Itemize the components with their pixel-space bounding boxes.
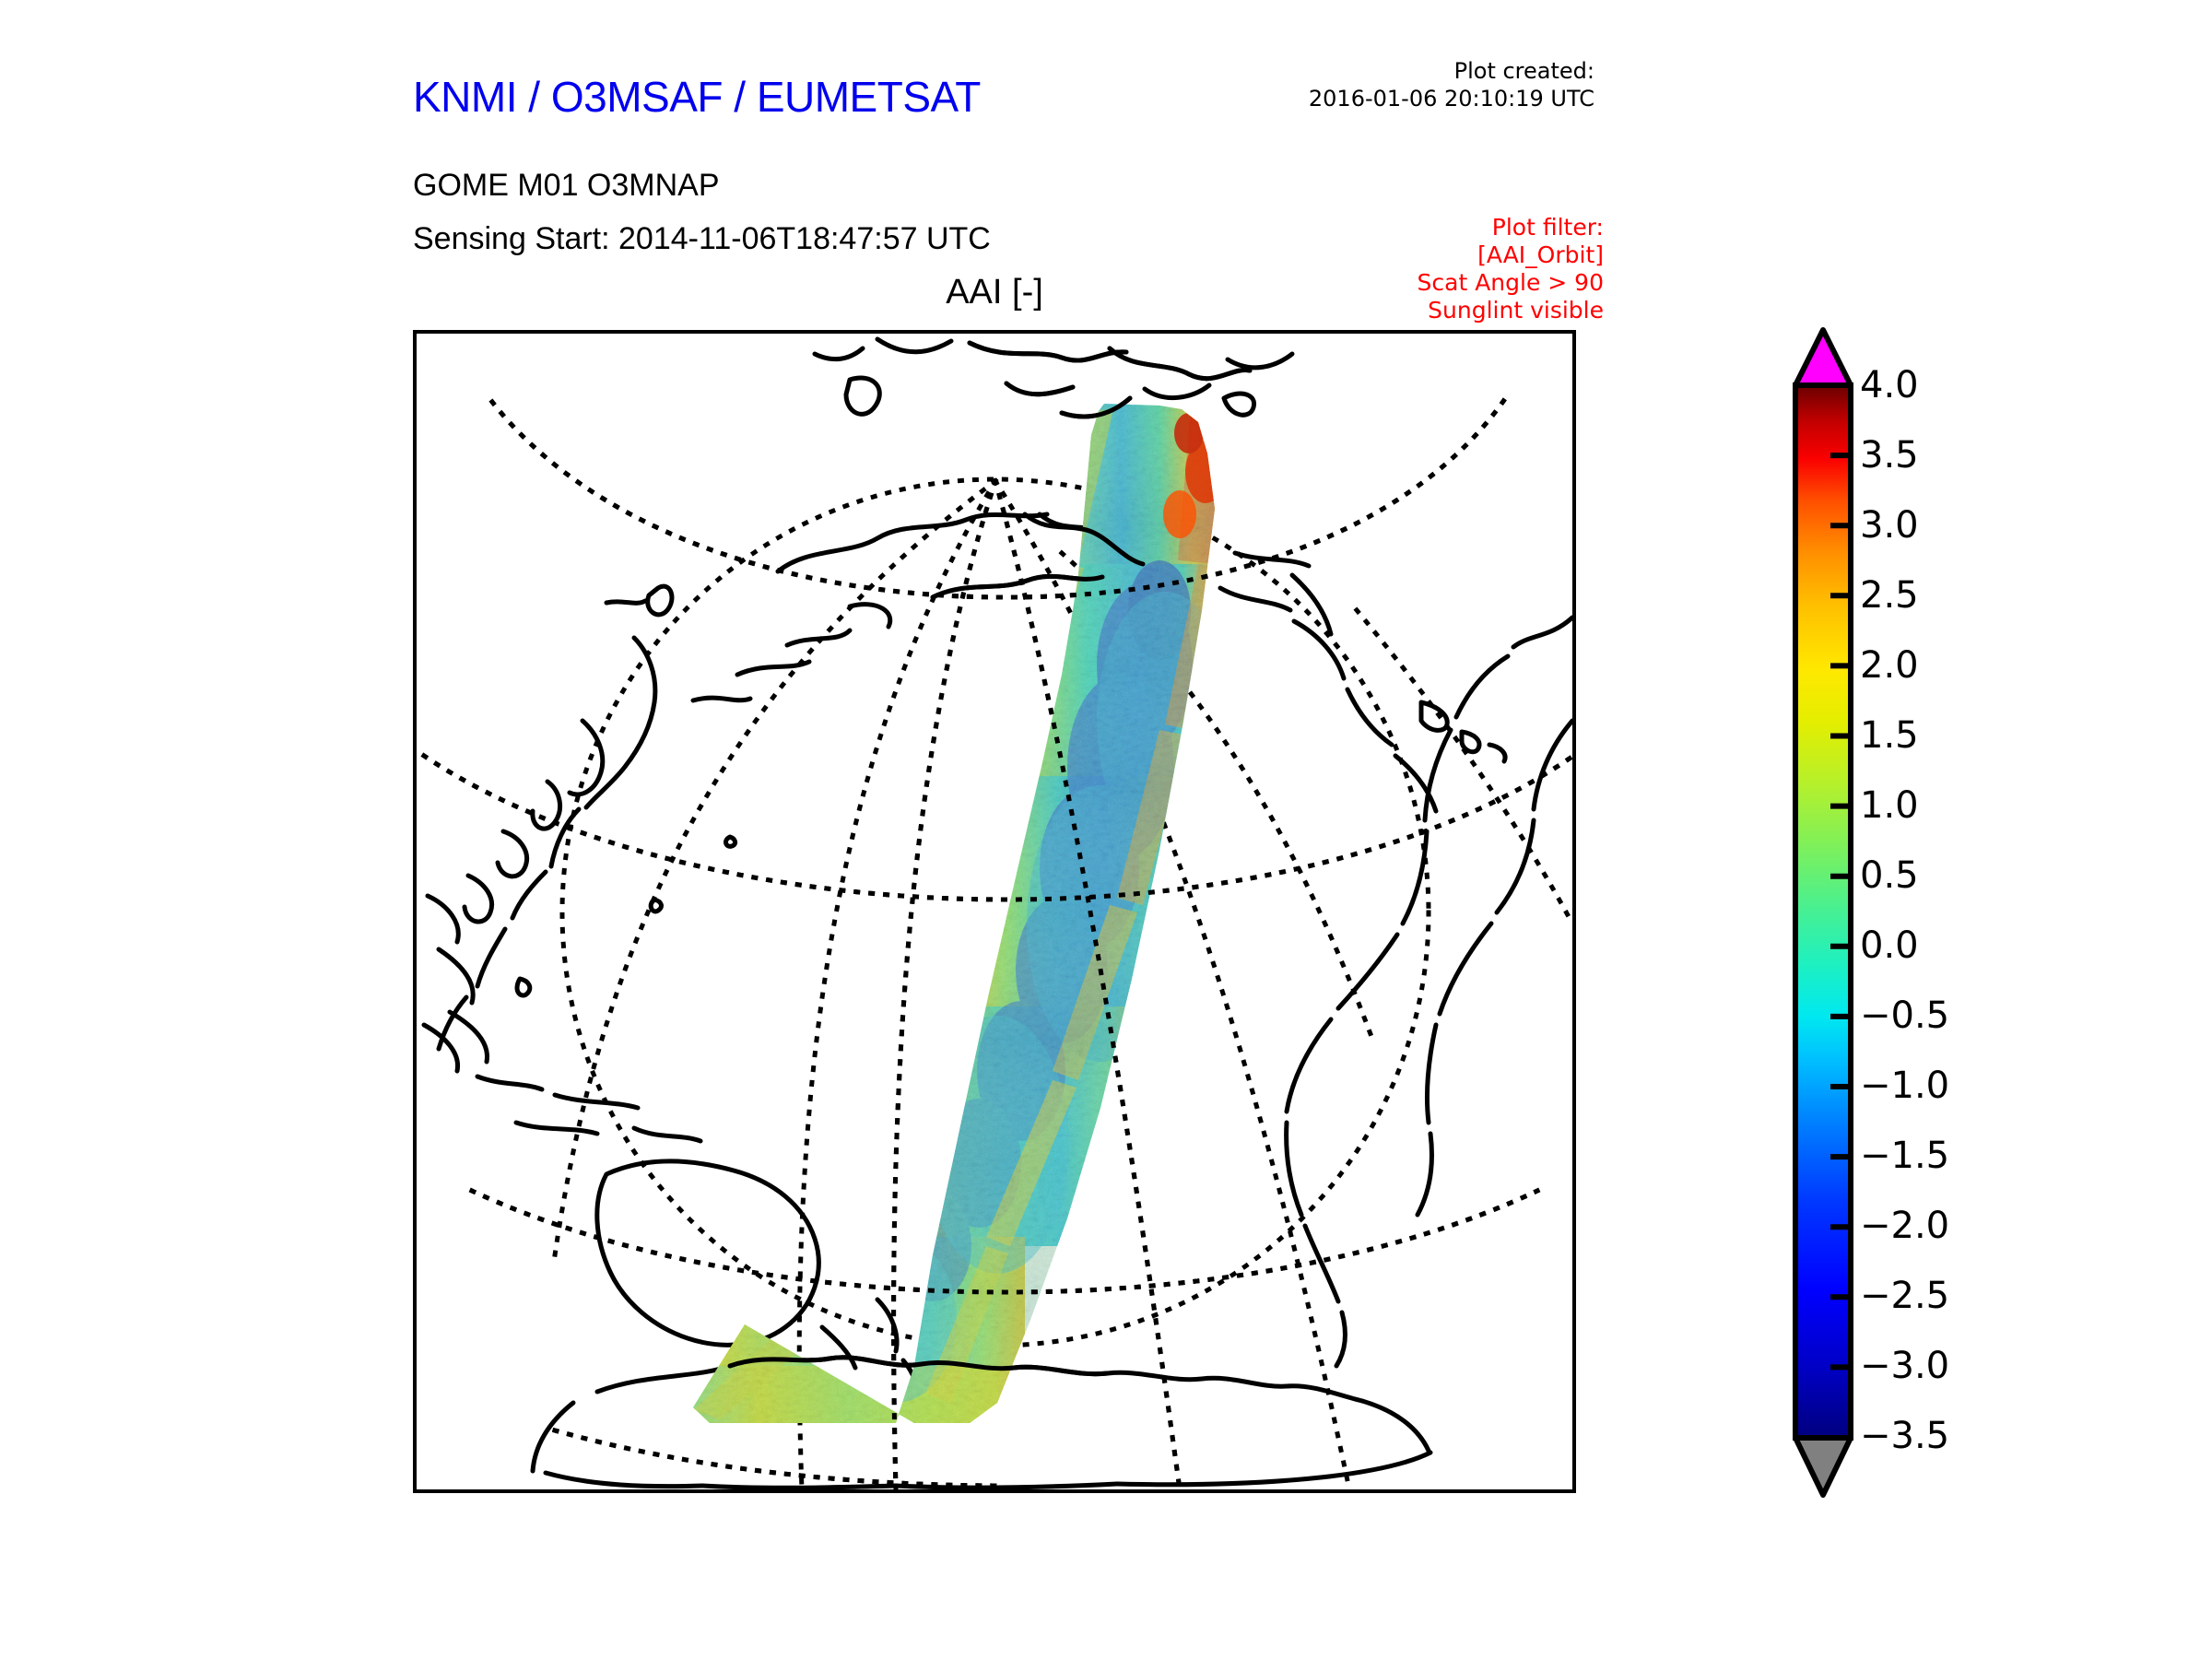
plot-filter-name: [AAI_Orbit] bbox=[1477, 241, 1604, 268]
plot-created-label: Plot created: bbox=[1453, 58, 1594, 84]
colorbar-tick-label: 1.5 bbox=[1860, 714, 1919, 757]
plot-filter-block: Plot filter: [AAI_Orbit] Scat Angle > 90… bbox=[1309, 214, 1604, 324]
colorbar-ticks bbox=[1830, 453, 1851, 1371]
aai-hotspots bbox=[1163, 413, 1215, 538]
colorbar-tick-label: 4.0 bbox=[1860, 364, 1919, 406]
orthographic-map bbox=[420, 336, 1572, 1489]
product-name: GOME M01 O3MNAP bbox=[413, 168, 720, 203]
coastlines-over-swath bbox=[727, 340, 1253, 1377]
page-title: AAI [-] bbox=[946, 273, 1043, 312]
colorbar-tick-label: 2.0 bbox=[1860, 644, 1919, 687]
colorbar-tick-label: 0.0 bbox=[1860, 924, 1919, 967]
colorbar-under-arrow bbox=[1793, 1435, 1853, 1498]
colorbar-tick-label: 3.0 bbox=[1860, 504, 1919, 547]
organisation-title: KNMI / O3MSAF / EUMETSAT bbox=[413, 73, 981, 121]
plot-filter-label: Plot filter: bbox=[1491, 214, 1604, 241]
colorbar-gradient bbox=[1793, 327, 1853, 1498]
colorbar[interactable]: 4.0 3.5 3.0 2.5 2.0 1.5 1.0 0.5 0.0 −0.5… bbox=[1788, 324, 2175, 1500]
map-panel[interactable] bbox=[413, 330, 1576, 1493]
colorbar-tick-label: −3.5 bbox=[1860, 1415, 1950, 1457]
sensing-start: Sensing Start: 2014-11-06T18:47:57 UTC bbox=[413, 221, 991, 256]
plot-created-value: 2016-01-06 20:10:19 UTC bbox=[1308, 86, 1594, 112]
colorbar-tick-label: −2.5 bbox=[1860, 1275, 1950, 1317]
colorbar-tick-label: −2.0 bbox=[1860, 1205, 1950, 1247]
colorbar-tick-label: −1.5 bbox=[1860, 1135, 1950, 1177]
colorbar-tick-label: −0.5 bbox=[1860, 994, 1950, 1037]
colorbar-tick-label: 0.5 bbox=[1860, 854, 1919, 897]
plot-filter-scat-angle: Scat Angle > 90 bbox=[1417, 269, 1604, 296]
colorbar-bar bbox=[1793, 382, 1853, 1441]
colorbar-tick-label: 3.5 bbox=[1860, 434, 1919, 477]
colorbar-tick-label: −1.0 bbox=[1860, 1065, 1950, 1107]
aai-swath bbox=[693, 404, 1215, 1423]
graticule-over-swath bbox=[420, 396, 1572, 1489]
plot-created-block: Plot created: 2016-01-06 20:10:19 UTC bbox=[1290, 57, 1594, 112]
colorbar-over-arrow bbox=[1793, 327, 1853, 388]
colorbar-tick-label: 1.0 bbox=[1860, 784, 1919, 827]
colorbar-tick-label: 2.5 bbox=[1860, 574, 1919, 617]
colorbar-tick-label: −3.0 bbox=[1860, 1345, 1950, 1387]
plot-filter-sunglint: Sunglint visible bbox=[1428, 297, 1604, 324]
